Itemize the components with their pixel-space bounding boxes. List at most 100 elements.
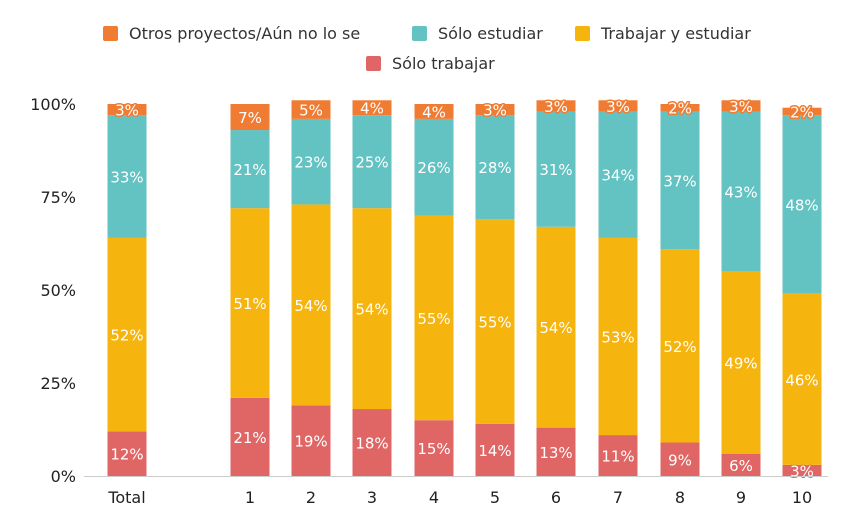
data-label: 3% [606, 98, 630, 116]
x-tick-label: 7 [613, 488, 623, 507]
bar-segment-solo-trabajar [107, 431, 147, 476]
bar-segment-solo-trabajar [721, 453, 761, 476]
data-label: 2% [668, 100, 692, 118]
legend-swatch [103, 26, 118, 41]
y-tick-label: 50% [40, 281, 76, 300]
data-label: 19% [294, 433, 327, 451]
data-label: 9% [668, 451, 692, 469]
data-label: 54% [539, 319, 572, 337]
data-label: 55% [478, 314, 511, 332]
data-label: 6% [729, 457, 753, 475]
bar-segment-solo-trabajar [414, 420, 454, 476]
y-tick-label: 75% [40, 188, 76, 207]
bar-segment-solo-estudiar [660, 111, 700, 250]
data-label: 34% [601, 167, 634, 185]
data-label: 3% [115, 102, 139, 120]
data-label: 37% [663, 172, 696, 190]
legend-label: Sólo estudiar [438, 24, 543, 43]
bar-segment-otros-proyectos-aun-no-lo-se [291, 100, 331, 119]
data-label: 52% [110, 327, 143, 345]
bar-group-9: 6% 49% 43% 3% [721, 96, 761, 476]
bar-segment-solo-trabajar [291, 405, 331, 476]
bar-segment-solo-estudiar [352, 115, 392, 209]
bar-segment-otros-proyectos-aun-no-lo-se [107, 104, 147, 116]
data-label: 53% [601, 329, 634, 347]
legend-item-solo-estudiar[interactable]: Sólo estudiar [412, 24, 543, 43]
bar-segment-solo-estudiar [291, 118, 331, 205]
bar-segment-otros-proyectos-aun-no-lo-se [660, 104, 700, 112]
data-label: 52% [663, 338, 696, 356]
legend-item-trabajar-y-estudiar[interactable]: Trabajar y estudiar [575, 24, 751, 43]
bar-segment-trabajar-y-estudiar [536, 226, 576, 428]
legend-swatch [366, 56, 381, 71]
bar-segment-trabajar-y-estudiar [721, 271, 761, 454]
x-tick-label: 2 [306, 488, 316, 507]
data-label: 49% [724, 355, 757, 373]
bar-segment-solo-trabajar [475, 423, 515, 476]
bar-segment-trabajar-y-estudiar [291, 204, 331, 406]
bar-segment-solo-estudiar [598, 111, 638, 238]
bar-segment-otros-proyectos-aun-no-lo-se [414, 104, 454, 119]
legend-swatch [575, 26, 590, 41]
data-label: 28% [478, 159, 511, 177]
bar-segment-trabajar-y-estudiar [660, 249, 700, 443]
bar-segment-trabajar-y-estudiar [782, 293, 822, 465]
bar-group-4: 15% 55% 26% 4% [414, 102, 454, 476]
bar-segment-trabajar-y-estudiar [598, 237, 638, 436]
bar-segment-trabajar-y-estudiar [107, 237, 147, 432]
y-tick-label: 25% [40, 374, 76, 393]
legend-item-otros-proyectos-aun-no-lo-se[interactable]: Otros proyectos/Aún no lo se [103, 24, 360, 43]
data-label: 5% [299, 102, 323, 120]
data-label: 23% [294, 154, 327, 172]
y-tick-label: 0% [51, 467, 76, 486]
bar-segment-solo-trabajar [536, 427, 576, 476]
data-label: 13% [539, 444, 572, 462]
bar-segment-otros-proyectos-aun-no-lo-se [721, 100, 761, 112]
data-label: 2% [790, 103, 814, 121]
bar-segment-otros-proyectos-aun-no-lo-se [536, 100, 576, 112]
bar-group-3: 18% 54% 25% 4% [352, 98, 392, 476]
data-label: 3% [544, 98, 568, 116]
legend-label: Otros proyectos/Aún no lo se [129, 24, 360, 43]
data-label: 3% [729, 98, 753, 116]
bar-segment-otros-proyectos-aun-no-lo-se [230, 104, 270, 131]
data-label: 31% [539, 161, 572, 179]
y-axis: 0% 25% 50% 75% 100% [30, 95, 76, 486]
bar-segment-trabajar-y-estudiar [352, 208, 392, 410]
bar-segment-solo-trabajar [660, 442, 700, 476]
data-label: 18% [355, 435, 388, 453]
legend-swatch [412, 26, 427, 41]
x-axis: Total 1 2 3 4 5 6 7 8 9 10 [84, 476, 828, 507]
data-label: 11% [601, 448, 634, 466]
bar-group-5: 14% 55% 28% 3% [475, 100, 515, 476]
bar-group-6: 13% 54% 31% 3% [536, 96, 576, 476]
bar-segment-solo-estudiar [536, 111, 576, 227]
bar-segment-solo-estudiar [230, 130, 270, 209]
data-label: 15% [417, 440, 450, 458]
bar-segment-solo-trabajar [598, 435, 638, 476]
x-tick-label: 3 [367, 488, 377, 507]
bar-segment-solo-trabajar [352, 409, 392, 476]
data-label: 14% [478, 442, 511, 460]
data-label: 48% [785, 196, 818, 214]
bar-segment-trabajar-y-estudiar [230, 208, 270, 398]
bar-segment-otros-proyectos-aun-no-lo-se [475, 104, 515, 116]
data-label: 43% [724, 183, 757, 201]
bar-segment-solo-estudiar [782, 115, 822, 294]
bar-segment-trabajar-y-estudiar [414, 215, 454, 421]
data-label: 7% [238, 109, 262, 127]
data-label: 55% [417, 310, 450, 328]
bar-segment-otros-proyectos-aun-no-lo-se [782, 107, 822, 116]
legend: Otros proyectos/Aún no lo se Sólo estudia… [103, 24, 751, 73]
data-label: 51% [233, 295, 266, 313]
bar-segment-solo-estudiar [107, 115, 147, 238]
x-tick-label: 1 [245, 488, 255, 507]
bar-group-1: 21% 51% 21% 7% [230, 104, 270, 476]
legend-item-solo-trabajar[interactable]: Sólo trabajar [366, 54, 495, 73]
data-label: 26% [417, 159, 450, 177]
data-label: 25% [355, 154, 388, 172]
bar-segment-solo-estudiar [414, 118, 454, 216]
data-label: 46% [785, 371, 818, 389]
